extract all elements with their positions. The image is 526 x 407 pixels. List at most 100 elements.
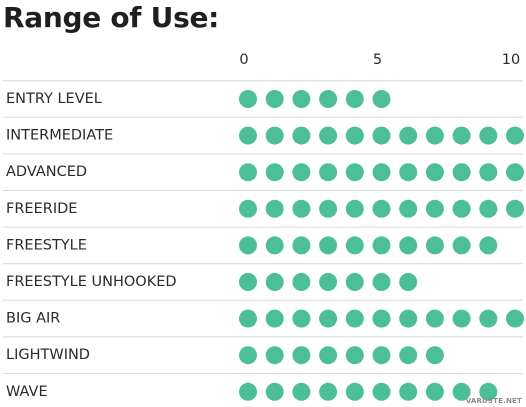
rating-dot (372, 126, 391, 145)
rating-dot (239, 346, 257, 365)
rating-dot (265, 346, 284, 365)
rating-dot (265, 309, 284, 328)
rating-dot (265, 163, 284, 182)
rating-dot (319, 382, 338, 401)
rating-dot (319, 163, 338, 182)
rating-dot (452, 126, 471, 145)
dot-row (239, 236, 498, 255)
rating-dot (479, 236, 498, 255)
rating-dot (506, 199, 524, 218)
rating-dot (399, 199, 418, 218)
rating-dot (372, 236, 391, 255)
dot-row (239, 273, 418, 291)
rating-dot (319, 346, 338, 365)
rating-dot (479, 382, 498, 401)
rating-dot (292, 163, 311, 182)
rating-dot (319, 126, 338, 145)
rating-dot (239, 90, 257, 108)
rating-dot (292, 382, 311, 401)
row-label: ENTRY LEVEL (6, 91, 102, 107)
rating-dot (479, 126, 498, 145)
rating-dot (265, 126, 284, 145)
rating-dot (265, 273, 284, 291)
rating-dot (319, 309, 338, 328)
dot-row (239, 346, 444, 365)
row-label: INTERMEDIATE (6, 128, 113, 144)
row-label: FREERIDE (6, 201, 77, 217)
rating-dot (239, 236, 257, 255)
rating-dot (425, 126, 444, 145)
rating-dot (292, 236, 311, 255)
dot-row (239, 199, 524, 218)
rating-dot (239, 199, 257, 218)
rating-dot (265, 199, 284, 218)
row-label: LIGHTWIND (6, 347, 90, 363)
rating-dot (345, 382, 364, 401)
rating-dot (239, 309, 257, 328)
rating-dot (345, 90, 364, 108)
x-tick-label-10: 10 (502, 52, 520, 68)
rating-dot (399, 309, 418, 328)
rating-dot (399, 273, 418, 291)
rating-dot (319, 199, 338, 218)
rating-dot (345, 199, 364, 218)
row-dividers (3, 80, 523, 374)
rating-dot (265, 382, 284, 401)
chart-title: Range of Use: (3, 1, 220, 34)
rating-dot (319, 90, 338, 108)
rating-dot (239, 382, 257, 401)
rating-dot (292, 273, 311, 291)
row-label: FREESTYLE UNHOOKED (6, 274, 177, 290)
rating-dot (399, 126, 418, 145)
watermark: VARUSTE.NET (465, 397, 522, 405)
dot-row (239, 382, 498, 401)
rating-dot (506, 126, 524, 145)
rating-dot (319, 273, 338, 291)
rating-dot (479, 163, 498, 182)
rating-dot (399, 163, 418, 182)
rating-dot (265, 90, 284, 108)
rating-dot (452, 309, 471, 328)
rating-dot (506, 163, 524, 182)
rating-dot (506, 309, 524, 328)
rating-dot (425, 346, 444, 365)
rating-dot (265, 236, 284, 255)
x-axis-ticks: 0 5 10 (239, 52, 520, 68)
dot-row (239, 309, 524, 328)
rating-dot (292, 346, 311, 365)
dot-row (239, 163, 524, 182)
rating-dot (399, 236, 418, 255)
rating-dot (399, 382, 418, 401)
dot-row (239, 90, 391, 108)
rating-dot (425, 236, 444, 255)
rating-dot (239, 273, 257, 291)
rating-dot (452, 163, 471, 182)
dot-row (239, 126, 524, 145)
rating-dot (425, 199, 444, 218)
row-labels: ENTRY LEVEL INTERMEDIATE ADVANCED FREERIDE F… (6, 91, 177, 400)
rating-dot (372, 382, 391, 401)
rating-dot (345, 236, 364, 255)
rating-dot (292, 199, 311, 218)
rating-dot (292, 126, 311, 145)
row-label: WAVE (6, 384, 48, 400)
rating-dot (319, 236, 338, 255)
rating-dot (345, 163, 364, 182)
rating-dot (479, 199, 498, 218)
rating-dot (239, 126, 257, 145)
rating-dot (425, 382, 444, 401)
rating-dot (425, 163, 444, 182)
rating-dot (372, 309, 391, 328)
rating-dot (292, 309, 311, 328)
rating-dot (345, 273, 364, 291)
row-label: BIG AIR (6, 311, 60, 327)
row-label: ADVANCED (6, 164, 87, 180)
rating-dot (372, 163, 391, 182)
x-tick-label-0: 0 (239, 52, 248, 68)
rating-dot (345, 309, 364, 328)
rating-dot (372, 90, 391, 108)
rating-dot (425, 309, 444, 328)
rating-dot (372, 273, 391, 291)
rating-dot (239, 163, 257, 182)
